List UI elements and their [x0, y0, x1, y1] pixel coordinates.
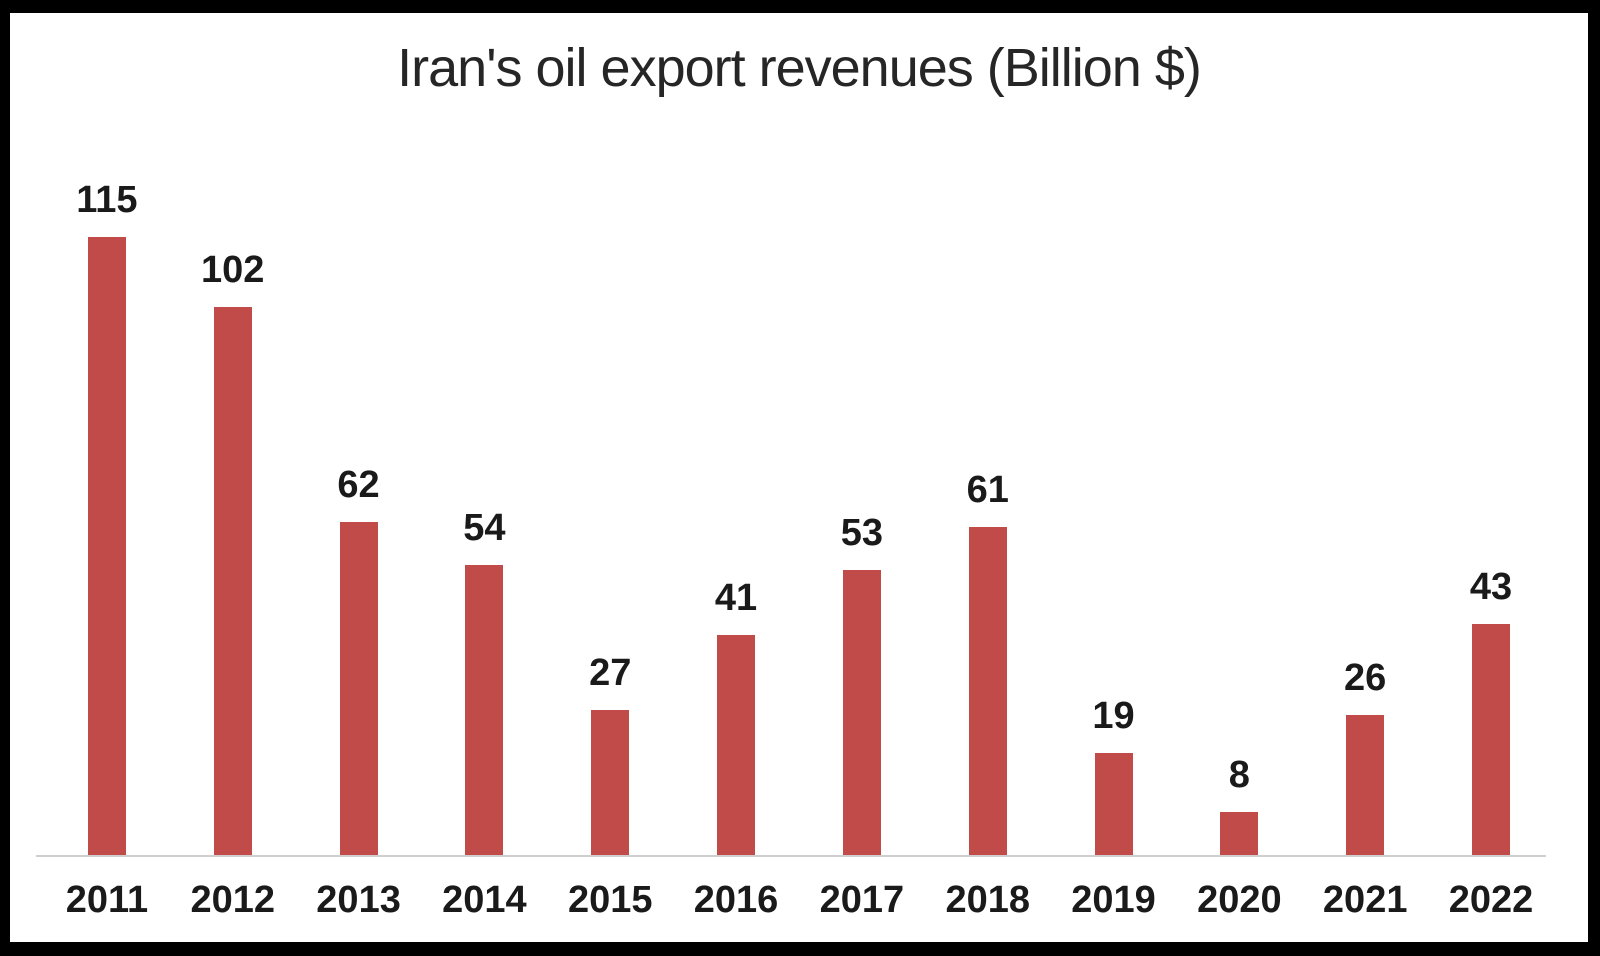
- bar: [591, 710, 630, 855]
- x-axis-label: 2011: [65, 879, 149, 921]
- bar-value-label: 53: [840, 512, 884, 555]
- bar-column: 8: [1176, 143, 1302, 855]
- bar-value-label: 54: [463, 507, 506, 550]
- bar-column: 27: [547, 143, 673, 855]
- bar: [87, 237, 126, 855]
- x-axis-label: 2020: [1197, 879, 1282, 921]
- x-axis-labels: 2011 2012 2013 2014 2015 2016 2017 2018 2019 2020…: [44, 879, 1554, 922]
- bar-value-label: 62: [337, 464, 380, 507]
- bar-column: 61: [925, 143, 1051, 855]
- x-axis-line: [36, 855, 1546, 857]
- bar-column: 41: [673, 143, 799, 855]
- bar-value-label: 27: [589, 652, 632, 695]
- x-axis-label: 2015: [567, 879, 653, 921]
- bar: [339, 522, 378, 855]
- bar-value-label: 102: [201, 249, 265, 292]
- x-axis-label: 2017: [819, 879, 905, 921]
- x-axis-label: 2016: [693, 879, 779, 921]
- x-axis-label: 2022: [1448, 879, 1534, 921]
- bar-value-label: 26: [1344, 657, 1387, 700]
- x-axis-label: 2013: [316, 879, 401, 921]
- bar-column: 19: [1051, 143, 1177, 855]
- chart-panel: Iran's oil export revenues (Billion $) 1…: [10, 13, 1588, 942]
- bar-value-label: 41: [714, 577, 758, 620]
- x-axis-label: 2012: [190, 879, 276, 921]
- bar: [1094, 753, 1133, 855]
- bar: [1346, 715, 1385, 855]
- bar-value-label: 61: [966, 469, 1009, 512]
- bar-column: 26: [1302, 143, 1428, 855]
- bar-column: 43: [1428, 143, 1554, 855]
- bar: [1220, 812, 1259, 855]
- bar-value-label: 43: [1469, 566, 1513, 609]
- x-axis-label: 2018: [945, 879, 1030, 921]
- x-axis-label: 2021: [1322, 879, 1408, 921]
- bar: [213, 307, 252, 855]
- x-axis-label: 2014: [442, 879, 527, 921]
- bar-column: 115: [44, 143, 170, 855]
- bar-value-label: 19: [1092, 695, 1135, 738]
- bar-columns: 115 102 62 54 27 41 53 61 19 8 26 43: [44, 143, 1554, 855]
- bar: [465, 565, 504, 855]
- bar: [842, 570, 881, 855]
- x-axis-label: 2019: [1071, 879, 1156, 921]
- bar-column: 53: [799, 143, 925, 855]
- bar: [968, 527, 1007, 855]
- bar-column: 62: [296, 143, 422, 855]
- bar-value-label: 8: [1228, 754, 1250, 797]
- plot-area: 115 102 62 54 27 41 53 61 19 8 26 43 2011 2012 2013 20…: [36, 143, 1554, 921]
- chart-title: Iran's oil export revenues (Billion $): [397, 38, 1202, 98]
- bar-value-label: 115: [76, 179, 138, 222]
- bar-column: 54: [421, 143, 547, 855]
- bar: [717, 635, 756, 855]
- bar-column: 102: [170, 143, 296, 855]
- bar: [1472, 624, 1511, 855]
